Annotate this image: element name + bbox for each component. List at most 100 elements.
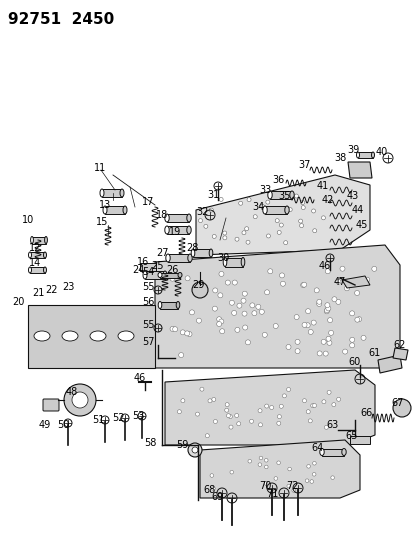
Circle shape xyxy=(349,337,354,342)
Circle shape xyxy=(349,343,354,348)
Text: 72: 72 xyxy=(285,481,297,491)
Circle shape xyxy=(238,201,242,205)
Circle shape xyxy=(72,392,88,408)
Text: 36: 36 xyxy=(271,175,283,185)
Circle shape xyxy=(331,297,336,302)
Ellipse shape xyxy=(176,302,179,309)
Circle shape xyxy=(279,404,282,408)
Circle shape xyxy=(298,219,302,223)
Text: 40: 40 xyxy=(375,147,387,157)
Text: 53: 53 xyxy=(131,411,144,421)
Circle shape xyxy=(323,425,328,429)
Circle shape xyxy=(291,489,295,492)
Circle shape xyxy=(207,399,211,403)
Circle shape xyxy=(325,269,330,274)
Polygon shape xyxy=(341,276,369,288)
Ellipse shape xyxy=(43,267,46,273)
Ellipse shape xyxy=(103,206,107,214)
Circle shape xyxy=(310,403,314,408)
Circle shape xyxy=(263,482,267,485)
Circle shape xyxy=(276,461,280,465)
Polygon shape xyxy=(28,305,154,368)
Circle shape xyxy=(219,329,224,334)
Bar xyxy=(166,226,189,234)
Circle shape xyxy=(198,219,202,223)
Circle shape xyxy=(211,487,215,490)
Circle shape xyxy=(209,474,213,478)
Circle shape xyxy=(170,326,175,332)
Circle shape xyxy=(285,344,290,350)
Polygon shape xyxy=(195,175,369,255)
Circle shape xyxy=(212,288,217,293)
Circle shape xyxy=(301,206,304,209)
Circle shape xyxy=(192,282,207,298)
Ellipse shape xyxy=(100,189,104,197)
Circle shape xyxy=(301,322,306,327)
Circle shape xyxy=(228,425,233,429)
Circle shape xyxy=(235,237,238,241)
Circle shape xyxy=(199,387,204,391)
Circle shape xyxy=(294,349,299,353)
Ellipse shape xyxy=(123,206,127,214)
Circle shape xyxy=(180,330,185,335)
Circle shape xyxy=(209,208,213,212)
Circle shape xyxy=(324,303,329,308)
Text: 32: 32 xyxy=(196,207,209,217)
Ellipse shape xyxy=(164,214,169,222)
Circle shape xyxy=(336,397,340,401)
Text: 66: 66 xyxy=(360,408,372,418)
Circle shape xyxy=(309,480,313,483)
Text: 29: 29 xyxy=(191,280,204,290)
Circle shape xyxy=(306,465,310,468)
Circle shape xyxy=(294,194,298,198)
Text: 35: 35 xyxy=(278,191,290,201)
Circle shape xyxy=(260,204,263,208)
Text: 28: 28 xyxy=(185,243,198,253)
Circle shape xyxy=(312,472,315,476)
Bar xyxy=(102,189,122,197)
Text: 62: 62 xyxy=(393,340,405,350)
Circle shape xyxy=(245,340,250,345)
Circle shape xyxy=(247,459,251,463)
Circle shape xyxy=(264,290,269,295)
Circle shape xyxy=(320,340,325,344)
Text: 60: 60 xyxy=(348,357,360,367)
Text: 52: 52 xyxy=(112,413,124,423)
Circle shape xyxy=(287,467,291,471)
Text: 49: 49 xyxy=(39,420,51,430)
Circle shape xyxy=(257,463,261,466)
Circle shape xyxy=(187,332,192,337)
Circle shape xyxy=(203,224,207,228)
Circle shape xyxy=(279,273,284,278)
Ellipse shape xyxy=(191,249,195,257)
Bar xyxy=(166,214,189,222)
Ellipse shape xyxy=(120,189,124,197)
Circle shape xyxy=(188,443,202,457)
Polygon shape xyxy=(199,440,359,498)
Circle shape xyxy=(364,277,369,282)
Circle shape xyxy=(172,327,177,332)
Circle shape xyxy=(213,419,217,424)
Text: 17: 17 xyxy=(142,197,154,207)
Text: 23: 23 xyxy=(62,282,74,292)
Circle shape xyxy=(294,340,299,344)
Circle shape xyxy=(275,219,278,223)
Text: 41: 41 xyxy=(316,181,328,191)
Circle shape xyxy=(308,419,311,423)
Circle shape xyxy=(316,300,321,304)
Circle shape xyxy=(218,197,223,201)
Ellipse shape xyxy=(45,237,47,244)
Circle shape xyxy=(313,288,318,293)
Circle shape xyxy=(392,399,410,417)
Circle shape xyxy=(259,456,262,460)
Circle shape xyxy=(300,200,304,205)
Text: 70: 70 xyxy=(258,481,271,491)
Circle shape xyxy=(280,281,285,286)
Text: 20: 20 xyxy=(12,297,24,307)
Ellipse shape xyxy=(341,448,345,456)
Circle shape xyxy=(242,291,247,296)
Text: 33: 33 xyxy=(258,185,271,195)
Text: 15: 15 xyxy=(95,217,108,227)
Circle shape xyxy=(234,414,238,417)
Ellipse shape xyxy=(356,152,358,158)
